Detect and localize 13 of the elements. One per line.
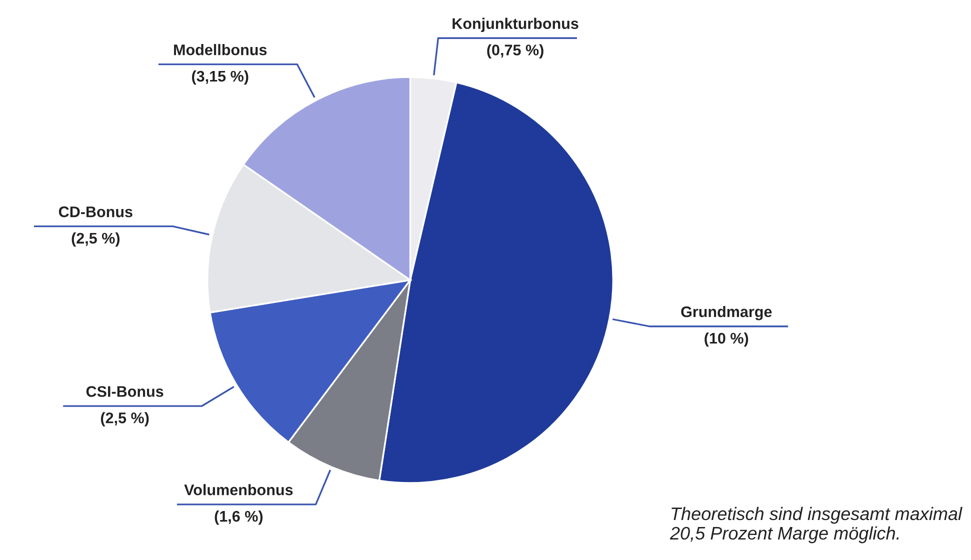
slice-label: CD-Bonus (58, 206, 132, 218)
slice-label: CSI-Bonus (86, 386, 164, 397)
data-label: (0,75 %) (487, 44, 544, 58)
text: Theoretisch sind insgesamt maximal 20,5 Prozent Marge möglich. (670, 506, 962, 544)
data-label: (2,5 %) (100, 412, 149, 426)
data-label: (1,6 %) (214, 510, 263, 525)
slice-label: Grundmarge (681, 306, 772, 320)
data-label: (3,15 %) (192, 70, 248, 85)
slice-label: Volumenbonus (184, 484, 293, 496)
data-label: (2,5 %) (72, 232, 120, 247)
slice-label: Modellbonus (174, 44, 267, 56)
slice-label: Konjunkturbonus (452, 18, 578, 32)
data-label: (10 %) (704, 332, 748, 347)
